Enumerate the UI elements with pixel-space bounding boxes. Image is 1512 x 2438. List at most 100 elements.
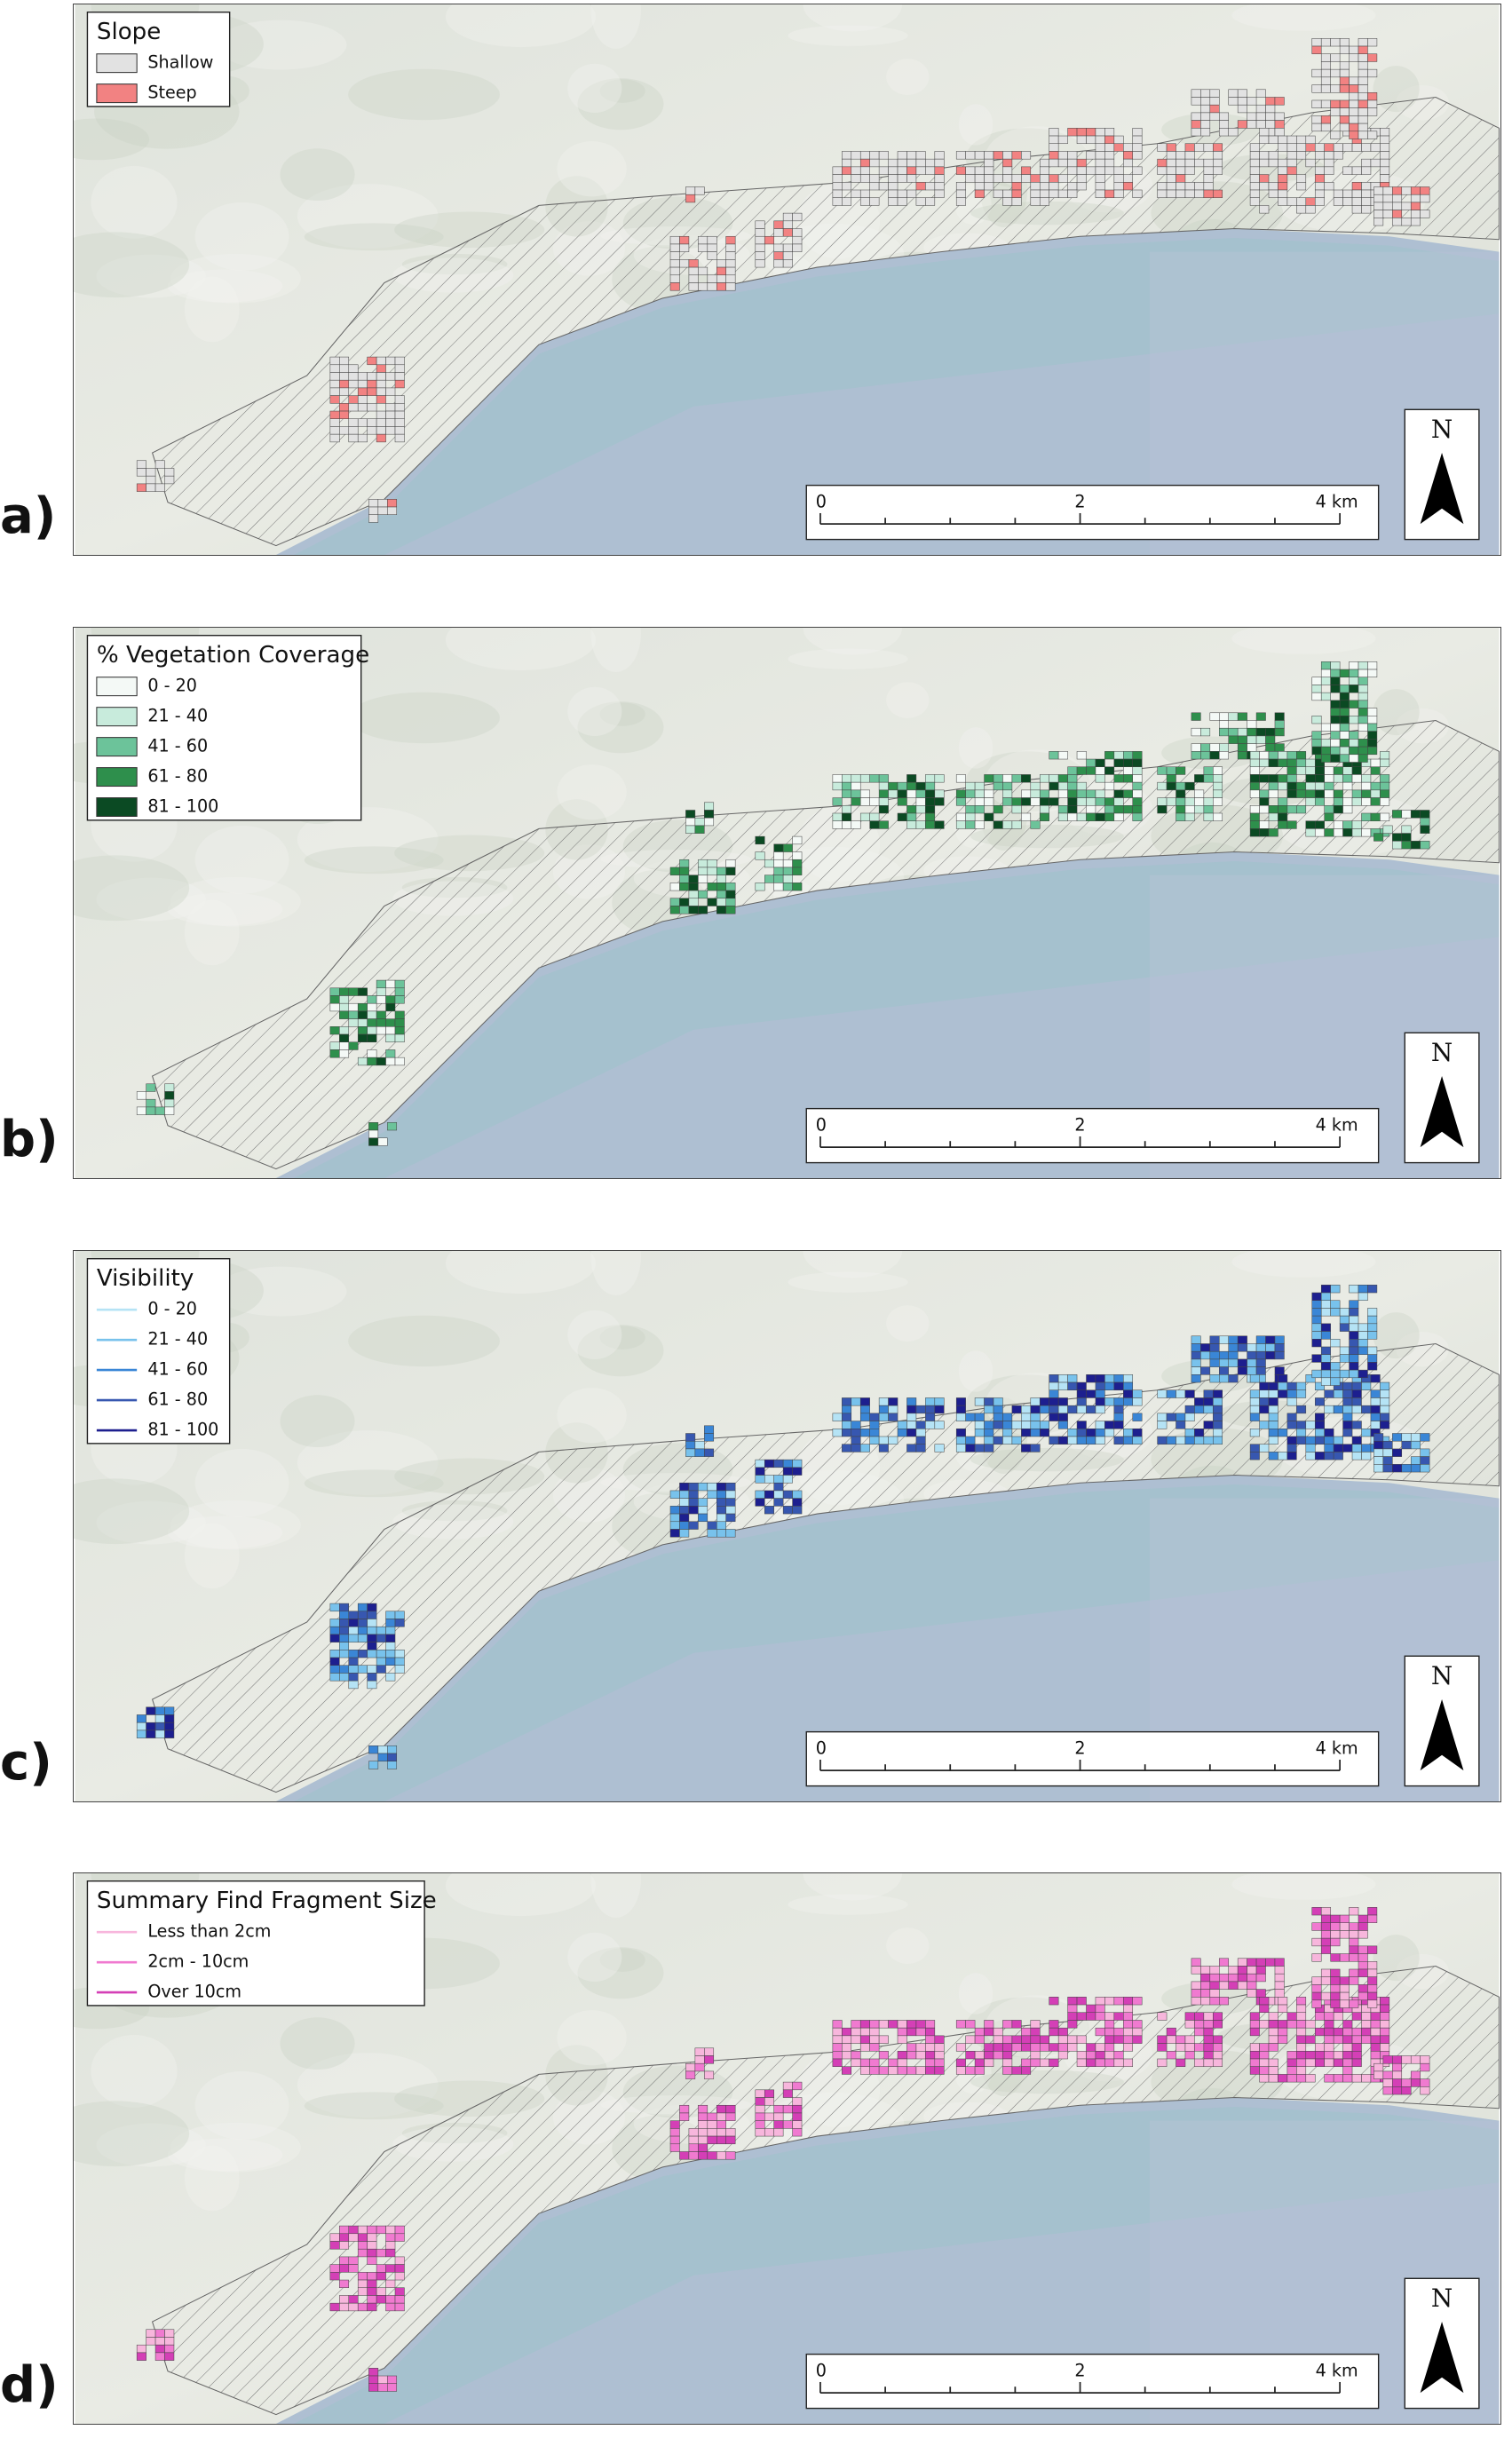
survey-unit [367,2248,377,2258]
study-area [151,1965,1500,2416]
survey-unit [1286,2051,1297,2060]
survey-unit [842,781,852,791]
survey-unit [1049,1405,1059,1414]
survey-unit [1104,1397,1115,1406]
survey-unit [1076,1429,1087,1437]
survey-unit [385,1619,396,1627]
survey-unit [1002,797,1013,806]
survey-unit [1132,766,1143,775]
survey-unit [1039,2058,1049,2067]
survey-unit [357,1634,368,1642]
survey-unit [329,2241,340,2250]
survey-unit [1330,38,1341,47]
survey-unit [1259,1444,1270,1453]
survey-unit [1314,1413,1325,1421]
survey-unit [385,2279,396,2289]
terrain [170,2122,301,2173]
survey-unit [984,174,994,183]
survey-unit [1203,2012,1214,2021]
survey-unit [376,1665,386,1674]
survey-unit [974,174,985,183]
survey-unit [1213,1397,1223,1406]
survey-unit [792,1506,803,1515]
survey-unit [955,151,966,160]
survey-unit [1132,1429,1143,1437]
survey-unit [1049,781,1059,791]
survey-unit [1342,166,1353,175]
survey-unit [1296,1421,1307,1429]
survey-unit [859,1413,870,1421]
survey-unit [1349,1354,1359,1363]
survey-unit [1259,774,1270,783]
survey-unit [357,1611,368,1619]
survey-unit [1011,805,1022,814]
survey-unit [832,174,843,183]
survey-unit [669,883,680,891]
survey-unit [1021,774,1032,783]
survey-unit [1314,789,1325,798]
survey-unit [984,812,994,821]
survey-unit [1247,1989,1257,1998]
survey-unit [1342,781,1353,791]
survey-unit [1367,99,1378,108]
survey-unit [1213,1436,1223,1445]
survey-unit [348,1002,359,1012]
survey-unit [915,2043,926,2052]
survey-unit [1157,2012,1168,2021]
survey-unit [934,1397,945,1406]
survey-unit [1228,1350,1239,1360]
survey-unit [1039,797,1049,806]
survey-unit [1123,1997,1134,2006]
survey-unit [1351,2074,1362,2083]
survey-unit [955,1429,966,1437]
survey-unit [348,2302,359,2312]
survey-unit [1157,182,1168,191]
survey-unit [773,1475,784,1484]
terrain [297,1430,439,1496]
survey-unit [878,2066,889,2075]
survey-unit [1268,789,1278,798]
survey-unit [339,1603,350,1612]
survey-unit [154,1706,165,1715]
survey-unit [698,859,709,868]
survey-unit [329,1026,340,1035]
survey-unit [1311,1354,1322,1363]
survey-unit [725,898,736,906]
survey-unit [1311,1937,1322,1947]
survey-unit [1219,120,1229,129]
survey-unit [869,820,880,829]
survey-unit [906,1413,917,1421]
survey-unit [394,356,405,366]
survey-unit [888,789,898,798]
survey-unit [851,1397,861,1406]
survey-unit [773,867,784,875]
map-panel: % Vegetation Coverage 0 - 20 21 - 40 41 - 6… [41,596,1501,1188]
survey-unit [1123,2020,1134,2029]
survey-unit [897,2020,907,2029]
survey-unit [888,182,898,191]
survey-unit [1339,1953,1350,1962]
survey-unit [1278,1452,1288,1460]
terrain [41,2101,190,2167]
survey-unit [1278,174,1288,183]
survey-unit [1249,2058,1260,2067]
survey-unit [1349,669,1359,677]
survey-unit [1203,797,1214,806]
survey-unit [974,2051,985,2060]
survey-unit [707,251,717,260]
survey-unit [869,2058,880,2067]
survey-unit [1278,805,1288,814]
survey-unit [1392,2055,1403,2064]
survey-unit [1095,1997,1105,2006]
survey-unit [1351,143,1362,152]
scale-label: 4 km [1316,1114,1358,1135]
survey-unit [1286,1452,1297,1460]
survey-unit [925,812,936,821]
survey-unit [1265,1343,1276,1352]
survey-unit [1305,2035,1316,2044]
survey-unit [1333,2027,1343,2037]
survey-unit [1194,1429,1205,1437]
sea-shallow [275,860,1500,1188]
survey-unit [367,2287,377,2296]
survey-unit [1305,797,1316,806]
